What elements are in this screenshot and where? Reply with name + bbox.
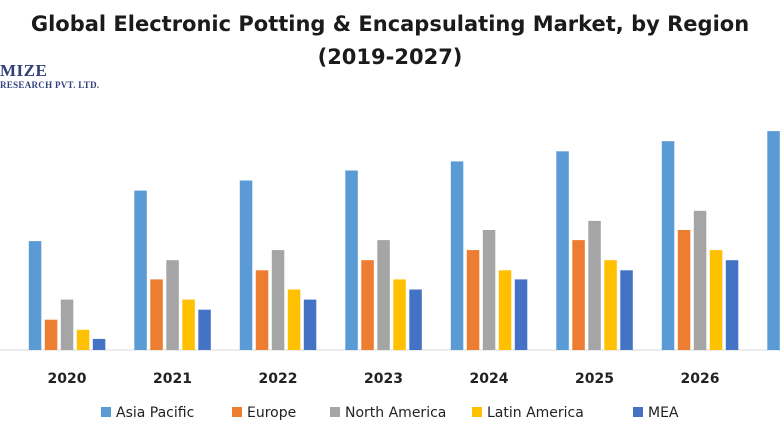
legend-swatch-north-america	[330, 407, 340, 417]
bar-north-america-2020	[60, 299, 74, 350]
legend-swatch-europe	[232, 407, 242, 417]
chart-title-line2: (2019-2027)	[317, 45, 463, 69]
bar-europe-2024	[466, 250, 480, 350]
bar-mea-2020	[92, 338, 106, 350]
legend-label-asia-pacific: Asia Pacific	[116, 405, 194, 421]
bar-europe-2023	[361, 260, 374, 350]
bar-north-america-2026	[693, 210, 707, 350]
x-tick-label-2021: 2021	[153, 371, 192, 387]
bar-asia-pacific-2021	[134, 190, 147, 350]
bar-latin-america-2022	[287, 289, 301, 350]
bar-asia-pacific-2020	[28, 241, 42, 350]
bar-asia-pacific-2025	[556, 151, 569, 350]
x-tick-label-2022: 2022	[259, 371, 298, 387]
bar-mea-2026	[725, 260, 739, 350]
bar-latin-america-2024	[498, 270, 512, 350]
bar-asia-pacific-2022	[239, 180, 253, 350]
bar-north-america-2022	[271, 250, 285, 350]
bar-latin-america-2021	[182, 299, 195, 350]
bar-north-america-2023	[377, 240, 390, 350]
x-tick-label-2026: 2026	[681, 371, 720, 387]
chart-title: Global Electronic Potting & Encapsulatin…	[0, 8, 780, 74]
x-tick-label-2023: 2023	[364, 371, 403, 387]
logo-line1: MIZE	[0, 61, 48, 80]
bar-asia-pacific-2027	[767, 131, 780, 350]
chart-title-line1: Global Electronic Potting & Encapsulatin…	[30, 12, 750, 36]
bar-mea-2025	[620, 270, 633, 350]
bar-europe-2026	[677, 230, 691, 350]
legend-swatch-mea	[633, 407, 643, 417]
bar-latin-america-2026	[709, 250, 723, 350]
legend-swatch-asia-pacific	[101, 407, 111, 417]
bar-europe-2022	[255, 270, 269, 350]
company-logo: MIZE RESEARCH PVT. LTD.	[0, 61, 100, 91]
bar-asia-pacific-2024	[450, 161, 464, 350]
bar-latin-america-2025	[604, 260, 617, 350]
logo-line2: RESEARCH PVT. LTD.	[0, 80, 100, 90]
bar-latin-america-2023	[393, 279, 406, 350]
bar-mea-2021	[198, 309, 211, 350]
x-tick-label-2024: 2024	[470, 371, 509, 387]
legend-swatch-latin-america	[472, 407, 482, 417]
bar-asia-pacific-2026	[661, 141, 675, 350]
legend-label-mea: MEA	[648, 405, 679, 421]
x-tick-label-2025: 2025	[575, 371, 614, 387]
bar-north-america-2024	[482, 230, 496, 350]
bar-north-america-2025	[588, 220, 601, 350]
bar-mea-2023	[409, 289, 422, 350]
legend-label-latin-america: Latin America	[487, 405, 584, 421]
bar-mea-2024	[514, 279, 528, 350]
bar-latin-america-2020	[76, 329, 90, 350]
legend-label-north-america: North America	[345, 405, 446, 421]
bar-mea-2022	[303, 299, 317, 350]
bar-europe-2025	[572, 240, 585, 350]
x-tick-label-2020: 2020	[48, 371, 87, 387]
bar-north-america-2021	[166, 260, 179, 350]
bar-europe-2020	[44, 319, 58, 350]
bar-europe-2021	[150, 279, 163, 350]
bar-asia-pacific-2023	[345, 170, 358, 350]
legend-label-europe: Europe	[247, 405, 296, 421]
